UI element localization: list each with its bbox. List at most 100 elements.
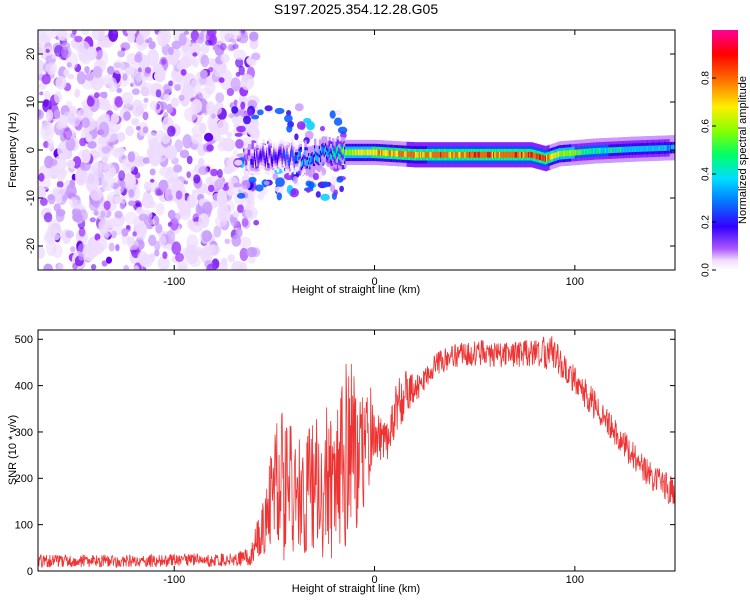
snr-panel: -100 0 100 0 100 200 300 400 500 Height of stra… <box>7 329 676 595</box>
spectrogram-noise-cell <box>113 195 123 204</box>
spectrogram-noise-cell <box>178 209 187 217</box>
spectrogram-noise-cell <box>142 157 151 164</box>
spectrogram-noise-cell <box>199 69 208 80</box>
spectrogram-noise-cell <box>134 70 145 82</box>
spectrogram-noise-cell <box>94 92 100 99</box>
spectrogram-noise-cell <box>238 236 252 248</box>
spectrogram-noise-cell <box>237 204 244 214</box>
spectrogram-noise-cell <box>147 147 155 160</box>
spectrogram-noise-cell <box>251 52 261 61</box>
spectrogram-transition-cell <box>231 188 238 193</box>
spectrogram-ridge-cell <box>673 144 675 151</box>
spectrogram-noise-cell <box>58 152 68 160</box>
spectrogram-noise-cell <box>47 193 56 205</box>
spectrogram-noise-cell <box>79 137 87 147</box>
spectrogram-noise-cell <box>87 141 97 149</box>
spectrogram-noise-cell <box>226 131 233 138</box>
spectrogram-noise-cell <box>48 165 59 180</box>
snr-x-tick-label: 100 <box>566 574 584 586</box>
spectrogram-noise-cell <box>112 30 118 35</box>
spectrogram-noise-cell <box>93 210 99 216</box>
spectrogram-noise-cell <box>155 130 166 143</box>
spectrogram-noise-cell <box>67 73 75 80</box>
spectrogram-noise-cell <box>52 233 60 241</box>
spectrogram-noise-cell <box>171 68 184 82</box>
spectrogram-noise-cell <box>117 132 126 142</box>
spectrogram-noise-cell <box>114 210 123 219</box>
spectrogram-noise-cell <box>186 155 193 165</box>
spectrogram-ridge-cell <box>292 152 295 159</box>
spectrogram-ridge-cell <box>461 151 465 158</box>
spectrogram-noise-cell <box>157 256 170 270</box>
spectrogram-noise-cell <box>118 71 130 87</box>
spectrogram-noise-cell <box>82 243 97 262</box>
spectrogram-noise-cell <box>205 39 213 46</box>
spectrogram-noise-cell <box>38 172 45 182</box>
spectrogram-noise-cell <box>140 103 148 110</box>
spectrogram-noise-cell <box>112 60 125 74</box>
spectrogram-ridge-cell <box>322 145 325 152</box>
spectrogram-noise-cell <box>165 186 177 203</box>
spectrogram-noise-cell <box>226 88 235 96</box>
spectrogram-transition-cell <box>320 193 330 201</box>
spectrogram-noise-cell <box>253 219 260 226</box>
spectrogram-transition-cell <box>275 177 285 188</box>
spectrogram-noise-cell <box>123 264 130 270</box>
spectrogram-ridge-cell <box>280 149 283 155</box>
spectrogram-ridge-cell <box>354 149 358 156</box>
spectrogram-noise-cell <box>192 52 198 57</box>
spectrogram-transition-cell <box>330 183 336 193</box>
spectrogram-noise-cell <box>156 203 165 216</box>
spectrogram-noise-cell <box>43 263 53 270</box>
spectrogram-noise-cell <box>84 66 90 74</box>
spectrogram-noise-cell <box>90 187 103 201</box>
spectrogram-noise-cell <box>155 223 163 234</box>
spectrogram-ridge-layer <box>244 135 675 177</box>
spectrogram-noise-cell <box>230 77 241 92</box>
spectrogram-noise-cell <box>101 260 108 267</box>
spectrogram-ridge-cell <box>485 151 489 158</box>
spectrogram-transition-cell <box>240 101 246 110</box>
spectrogram-noise-cell <box>46 62 58 75</box>
spectrogram-noise-cell <box>57 263 64 270</box>
spectrogram-noise-cell <box>56 122 64 130</box>
snr-y-tick-label: 0 <box>27 566 33 578</box>
spectrogram-noise-cell <box>103 103 112 112</box>
spectrogram-noise-cell <box>46 138 55 150</box>
spectrogram-noise-cell <box>220 53 230 64</box>
spectrogram-noise-cell <box>128 188 135 198</box>
spectrogram-noise-cell <box>96 171 103 179</box>
spectrogram-y-tick-label: -10 <box>25 190 37 206</box>
spectrogram-noise-cell <box>250 247 261 258</box>
snr-y-tick-label: 100 <box>15 520 33 532</box>
spectrogram-transition-cell <box>274 186 284 193</box>
spectrogram-noise-cell <box>198 166 209 176</box>
spectrogram-transition-cell <box>255 184 264 192</box>
spectrogram-x-tick-label: 100 <box>566 276 584 288</box>
spectrogram-noise-cell <box>206 244 221 256</box>
spectrogram-noise-cell <box>210 168 219 177</box>
spectrogram-noise-cell <box>193 174 201 184</box>
spectrogram-noise-cell <box>101 91 108 99</box>
spectrogram-ridge-cell <box>316 155 319 162</box>
spectrogram-noise-cell <box>178 264 186 270</box>
spectrogram-noise-cell <box>72 30 77 35</box>
spectrogram-transition-cell <box>290 189 297 196</box>
spectrogram-noise-cell <box>38 42 44 55</box>
spectrogram-noise-cell <box>84 72 94 82</box>
spectrogram-y-label: Frequency (Hz) <box>7 112 19 188</box>
spectrogram-ridge-cell <box>324 146 328 152</box>
spectrogram-noise-cell <box>85 133 93 143</box>
spectrogram-noise-cell <box>94 238 108 251</box>
spectrogram-noise-cell <box>197 158 205 167</box>
spectrogram-noise-cell <box>60 46 72 59</box>
colorbar-tick-label: 0.8 <box>701 71 712 85</box>
spectrogram-noise-cell <box>143 97 149 103</box>
spectrogram-noise-cell <box>214 70 221 77</box>
spectrogram-noise-cell <box>171 40 182 50</box>
spectrogram-noise-cell <box>40 30 52 44</box>
spectrogram-ridge-cell <box>262 148 265 155</box>
spectrogram-ridge-cell <box>455 151 459 158</box>
spectrogram-noise-cell <box>173 164 183 173</box>
spectrogram-noise-cell <box>134 222 148 238</box>
